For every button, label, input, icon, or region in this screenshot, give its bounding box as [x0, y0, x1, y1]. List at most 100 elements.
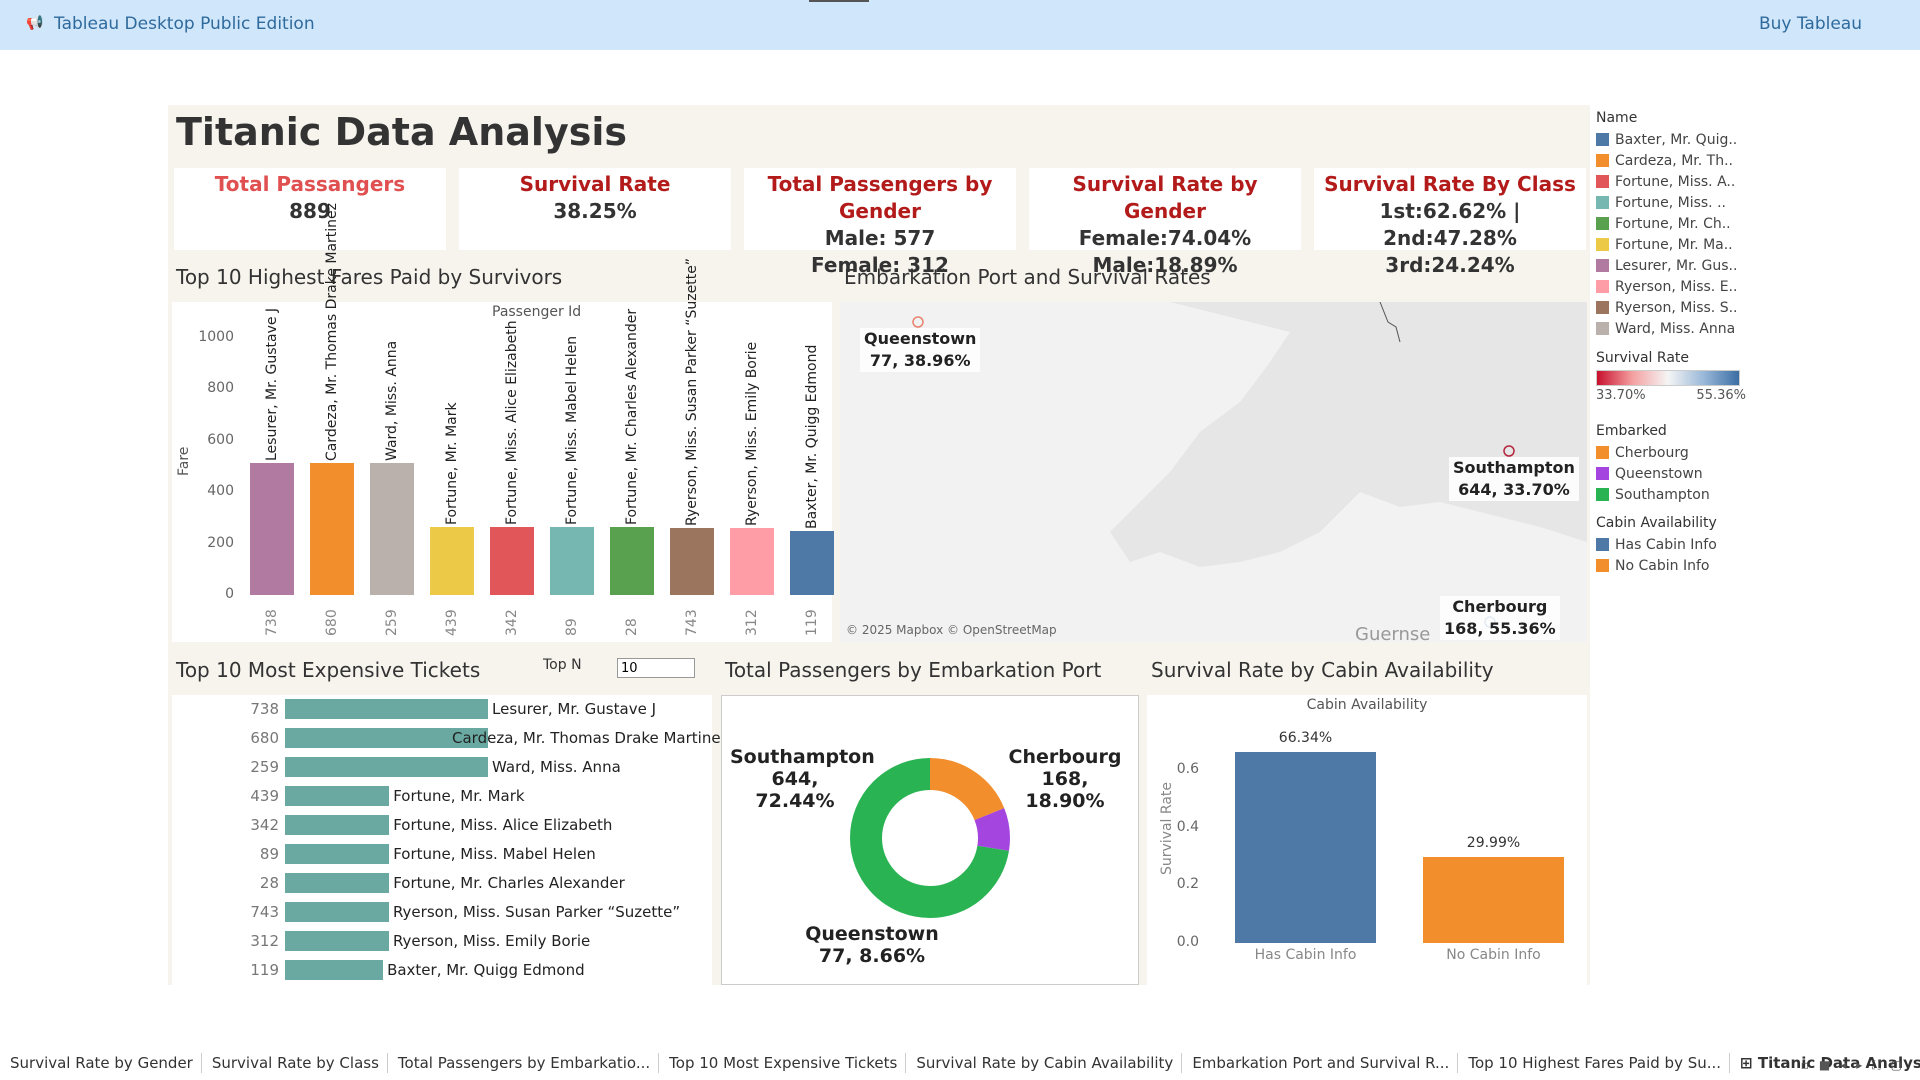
fares-bar-label: Fortune, Miss. Mabel Helen — [564, 336, 580, 526]
ticket-bar[interactable] — [285, 844, 390, 864]
ticket-id: 312 — [250, 932, 279, 950]
ticket-name: Fortune, Miss. Mabel Helen — [393, 845, 596, 863]
legend-title: Embarked — [1596, 423, 1667, 439]
sheet-tab[interactable]: Embarkation Port and Survival R... — [1184, 1053, 1459, 1073]
sheet-tab[interactable]: Survival Rate by Gender — [2, 1053, 202, 1073]
legend-cabin-item[interactable]: No Cabin Info — [1596, 555, 1717, 576]
cabin-y-tick: 0.2 — [1176, 876, 1199, 893]
donut-svg — [850, 758, 1010, 918]
legend-cabin-item[interactable]: Has Cabin Info — [1596, 534, 1717, 555]
donut-segment-southampton[interactable] — [850, 758, 1010, 918]
ticket-bar[interactable] — [285, 786, 390, 806]
sheet-tab[interactable]: Top 10 Most Expensive Tickets — [661, 1053, 907, 1073]
legend-name-item[interactable]: Fortune, Mr. Ma.. — [1596, 234, 1738, 255]
ticket-bar[interactable] — [285, 931, 389, 951]
fares-x-tick: 28 — [624, 618, 640, 636]
port-name: Cherbourg — [1452, 597, 1548, 616]
segment-value: 77, 8.66% — [818, 945, 926, 967]
segment-name: Cherbourg — [1008, 746, 1122, 768]
map-label-southampton[interactable]: Southampton 644, 33.70% — [1449, 457, 1579, 501]
kpi-survival-by-class[interactable]: Survival Rate By Class 1st:62.62% | 2nd:… — [1314, 168, 1586, 277]
legend-name-item-label: Fortune, Miss. A.. — [1615, 173, 1736, 190]
fares-x-tick: 89 — [564, 618, 580, 636]
legend-name-item-swatch — [1596, 217, 1609, 230]
sheet-tab-label: Top 10 Highest Fares Paid by Su... — [1468, 1054, 1722, 1072]
legend-name-item[interactable]: Cardeza, Mr. Th.. — [1596, 150, 1738, 171]
ticket-bar[interactable] — [285, 960, 384, 980]
legend-name-item[interactable]: Baxter, Mr. Quig.. — [1596, 129, 1738, 150]
fares-bar[interactable] — [370, 463, 414, 595]
legend-embarked-item[interactable]: Southampton — [1596, 484, 1710, 505]
cabin-bar[interactable] — [1235, 751, 1376, 943]
ticket-bar[interactable] — [285, 815, 390, 835]
legend-name-item-swatch — [1596, 301, 1609, 314]
sheet-tab[interactable]: Top 10 Highest Fares Paid by Su... — [1460, 1053, 1731, 1073]
map-attribution[interactable]: © 2025 Mapbox © OpenStreetMap — [846, 623, 1057, 637]
donut-label-southampton: Southampton 644, 72.44% — [730, 746, 875, 812]
fares-chart[interactable]: Passenger Id Fare 1000 800 600 400 200 0 Lesur… — [172, 203, 834, 642]
legend-name-item[interactable]: Fortune, Miss. .. — [1596, 192, 1738, 213]
kpi-value: 889 — [289, 199, 331, 223]
ticket-bar[interactable] — [285, 728, 488, 748]
legend-cabin-item-label: No Cabin Info — [1615, 557, 1710, 574]
ticket-name: Fortune, Mr. Mark — [393, 787, 525, 805]
map-label-queenstown[interactable]: Queenstown 77, 38.96% — [860, 328, 981, 372]
buy-tableau-link[interactable]: Buy Tableau — [1758, 14, 1862, 34]
ticket-bar[interactable] — [285, 902, 389, 922]
ticket-bar[interactable] — [285, 757, 488, 777]
fares-bar[interactable] — [730, 527, 774, 595]
legend-embarked-item-swatch — [1596, 488, 1609, 501]
cabin-x-header: Cabin Availability — [1306, 697, 1428, 713]
port-value: 168, 55.36% — [1444, 619, 1556, 638]
fares-bar[interactable] — [310, 463, 354, 595]
sheet-tab[interactable]: ⊞ Titanic Data Analysis — [1732, 1053, 1920, 1073]
legend-name-item-label: Lesurer, Mr. Gus.. — [1615, 257, 1738, 274]
legend-name-item-label: Fortune, Mr. Ma.. — [1615, 236, 1733, 253]
cabin-bar[interactable] — [1423, 856, 1564, 943]
kpi-value: Female:74.04% — [1078, 226, 1252, 250]
legend-cabin-item-label: Has Cabin Info — [1615, 536, 1717, 553]
legend-name-item[interactable]: Lesurer, Mr. Gus.. — [1596, 255, 1738, 276]
survival-gradient[interactable] — [1596, 370, 1740, 386]
kpi-title: Survival Rate By Class — [1324, 172, 1576, 196]
fares-bar[interactable] — [610, 527, 654, 595]
megaphone-icon[interactable]: 📢 — [26, 15, 44, 31]
legend-name-item[interactable]: Ward, Miss. Anna — [1596, 318, 1738, 339]
fares-bar[interactable] — [490, 527, 534, 595]
sheet-tab[interactable]: Total Passengers by Embarkatio... — [390, 1053, 660, 1073]
fares-bar-label: Ryerson, Miss. Susan Parker “Suzette” — [684, 257, 700, 526]
fares-x-header: Passenger Id — [492, 304, 582, 320]
kpi-survival-by-gender[interactable]: Survival Rate by Gender Female:74.04% Ma… — [1029, 168, 1301, 277]
legend-name-item[interactable]: Fortune, Mr. Ch.. — [1596, 213, 1738, 234]
fares-bar[interactable] — [670, 527, 714, 595]
legend-name-item[interactable]: Ryerson, Miss. S.. — [1596, 297, 1738, 318]
kpi-value-2: 3rd:24.24% — [1385, 253, 1515, 277]
sheet-tab[interactable]: Survival Rate by Cabin Availability — [908, 1053, 1183, 1073]
donut-chart[interactable]: Southampton 644, 72.44% Cherbourg 168, 1… — [721, 695, 1139, 985]
kpi-survival-rate[interactable]: Survival Rate 38.25% — [459, 168, 731, 250]
embarkation-map[interactable]: Queenstown 77, 38.96% Southampton 644, 3… — [840, 302, 1587, 642]
legend-name-item[interactable]: Fortune, Miss. A.. — [1596, 171, 1738, 192]
fares-bar[interactable] — [790, 531, 834, 595]
sheet-tab-label: Embarkation Port and Survival R... — [1192, 1054, 1450, 1072]
kpi-total-passengers[interactable]: Total Passangers 889 — [174, 168, 446, 250]
topn-input[interactable] — [617, 658, 695, 678]
legend-name-item-label: Baxter, Mr. Quig.. — [1615, 131, 1738, 148]
kpi-value-2: Male:18.89% — [1092, 253, 1238, 277]
kpi-passengers-by-gender[interactable]: Total Passengers by Gender Male: 577 Fem… — [744, 168, 1016, 277]
sheet-controls[interactable]: ▫■◂▸⛶▢ — [1800, 1058, 1912, 1072]
fares-bar-label: Fortune, Mr. Mark — [444, 402, 460, 526]
donut-segment-queenstown[interactable] — [850, 758, 1010, 918]
fares-bar[interactable] — [250, 463, 294, 595]
cabin-chart[interactable]: Cabin Availability Survival Rate 0.6 0.4 0… — [1147, 695, 1587, 985]
ticket-bar[interactable] — [285, 873, 390, 893]
segment-value: 168, 18.90% — [1025, 768, 1105, 812]
fares-bar[interactable] — [550, 527, 594, 595]
ticket-bar[interactable] — [285, 699, 488, 719]
legend-name-item[interactable]: Ryerson, Miss. E.. — [1596, 276, 1738, 297]
legend-embarked-item[interactable]: Queenstown — [1596, 463, 1710, 484]
legend-embarked-item[interactable]: Cherbourg — [1596, 442, 1710, 463]
map-label-cherbourg[interactable]: Cherbourg 168, 55.36% — [1440, 596, 1560, 640]
fares-bar[interactable] — [430, 527, 474, 595]
sheet-tab[interactable]: Survival Rate by Class — [204, 1053, 388, 1073]
